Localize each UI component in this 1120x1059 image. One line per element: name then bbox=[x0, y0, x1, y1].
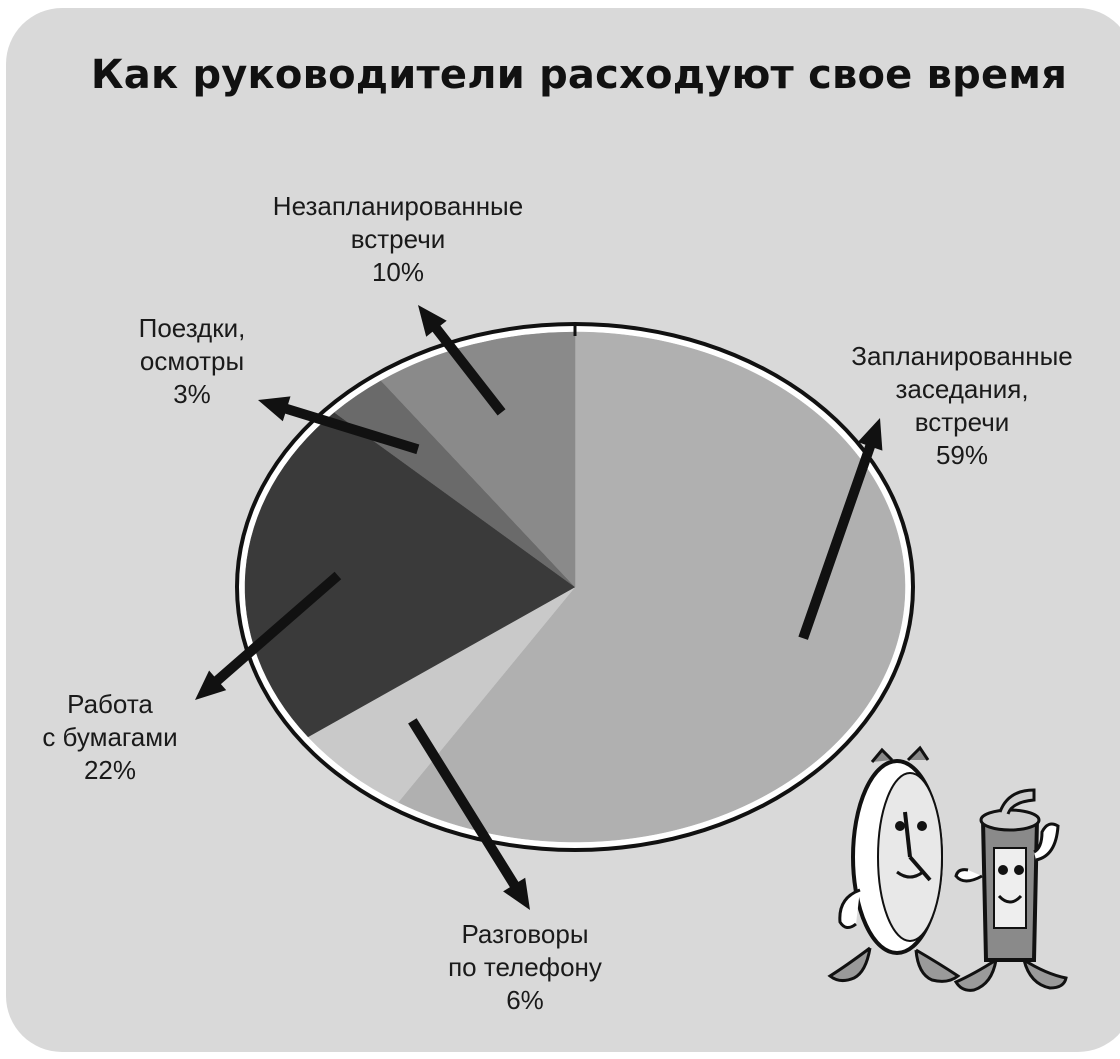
pie-slice-phone bbox=[307, 586, 576, 803]
slice-label-scheduled: Запланированные заседания, встречи 59% bbox=[792, 340, 1120, 472]
chart-title: Как руководители расходуют свое время bbox=[90, 52, 1068, 98]
pie-slices bbox=[235, 322, 915, 852]
pie-slice-paper bbox=[244, 412, 576, 738]
label-line: встречи bbox=[914, 407, 1010, 437]
label-line: Незапланированные bbox=[272, 191, 524, 221]
slice-label-paper: Работа с бумагами 22% bbox=[0, 688, 220, 787]
slice-label-unscheduled: Незапланированные встречи 10% bbox=[208, 190, 588, 289]
clock-and-trashcan-mascot bbox=[827, 745, 1068, 992]
slice-label-phone: Разговоры по телефону 6% bbox=[380, 918, 670, 1017]
label-line: Поездки, bbox=[138, 313, 246, 343]
callout-arrow-phone bbox=[408, 718, 530, 910]
label-line: Разговоры bbox=[461, 919, 589, 949]
label-line: по телефону bbox=[448, 952, 602, 982]
pie-slice-unscheduled bbox=[380, 331, 576, 588]
label-line: Запланированные bbox=[851, 341, 1073, 371]
pie-slice-scheduled bbox=[397, 331, 906, 843]
label-line: Работа bbox=[67, 689, 153, 719]
label-value: 10% bbox=[371, 257, 425, 287]
label-line: осмотры bbox=[139, 346, 245, 376]
callout-arrow-unscheduled bbox=[418, 305, 506, 416]
label-line: с бумагами bbox=[42, 722, 178, 752]
callout-arrows bbox=[195, 305, 883, 910]
slice-label-trips: Поездки, осмотры 3% bbox=[92, 312, 292, 411]
label-line: заседания, bbox=[895, 374, 1029, 404]
callout-arrow-scheduled bbox=[798, 418, 883, 640]
label-value: 59% bbox=[935, 440, 989, 470]
label-value: 6% bbox=[506, 985, 544, 1015]
callout-arrow-paper bbox=[195, 571, 342, 700]
callout-arrow-trips bbox=[258, 396, 420, 455]
label-value: 3% bbox=[173, 379, 211, 409]
label-line: встречи bbox=[350, 224, 446, 254]
label-value: 22% bbox=[83, 755, 137, 785]
